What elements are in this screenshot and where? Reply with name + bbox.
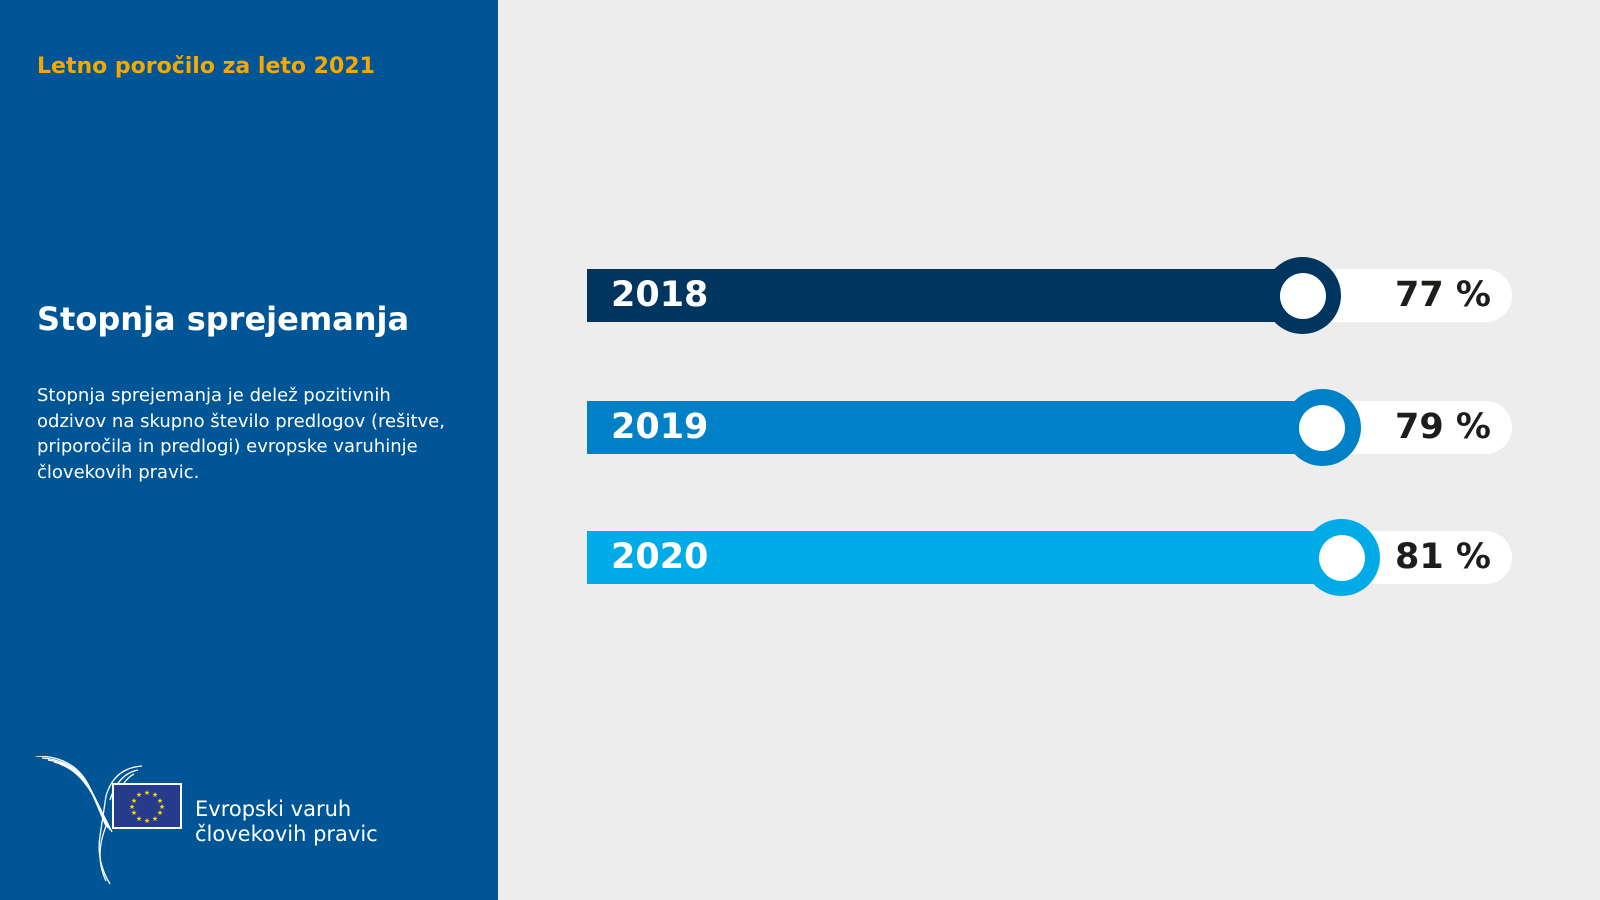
bar-2019 xyxy=(587,401,1323,454)
year-label-2018: 2018 xyxy=(611,275,709,315)
value-label-2018: 77 % xyxy=(1395,275,1491,315)
svg-text:★: ★ xyxy=(157,797,163,805)
ombudsman-logo: ★ ★★★★★★★★★★★ xyxy=(35,756,182,885)
sidebar-panel: Letno poročilo za leto 2021 Stopnja spre… xyxy=(0,0,498,900)
svg-text:★: ★ xyxy=(159,803,165,811)
svg-text:★: ★ xyxy=(152,791,158,799)
bar-knob-2019 xyxy=(1283,389,1361,466)
logo-line-1: Evropski varuh xyxy=(195,797,352,821)
bar-row-2020: 2020 81 % xyxy=(587,519,1512,596)
logo-line-2: človekovih pravic xyxy=(195,822,378,846)
bar-2018 xyxy=(587,269,1303,322)
bar-row-2019: 2019 79 % xyxy=(587,389,1512,466)
svg-text:★: ★ xyxy=(157,809,163,817)
year-label-2019: 2019 xyxy=(611,407,709,447)
svg-text:★: ★ xyxy=(129,803,135,811)
report-title: Letno poročilo za leto 2021 xyxy=(37,54,375,79)
page-title: Stopnja sprejemanja xyxy=(37,300,410,338)
logo-text: Evropski varuh človekovih pravic xyxy=(195,797,378,847)
svg-text:★: ★ xyxy=(136,791,142,799)
bar-knob-2018 xyxy=(1264,257,1342,334)
year-label-2020: 2020 xyxy=(611,537,709,577)
svg-text:★: ★ xyxy=(131,809,137,817)
bar-knob-2020 xyxy=(1303,519,1381,596)
description: Stopnja sprejemanja je delež pozitivnih … xyxy=(37,385,445,483)
svg-text:★: ★ xyxy=(144,789,150,797)
bar-row-2018: 2018 77 % xyxy=(587,257,1512,334)
svg-text:★: ★ xyxy=(152,815,158,823)
svg-text:★: ★ xyxy=(136,815,142,823)
svg-text:★: ★ xyxy=(131,797,137,805)
value-label-2020: 81 % xyxy=(1395,537,1491,577)
value-label-2019: 79 % xyxy=(1395,407,1491,447)
svg-text:★: ★ xyxy=(144,817,150,825)
bar-2020 xyxy=(587,531,1342,584)
